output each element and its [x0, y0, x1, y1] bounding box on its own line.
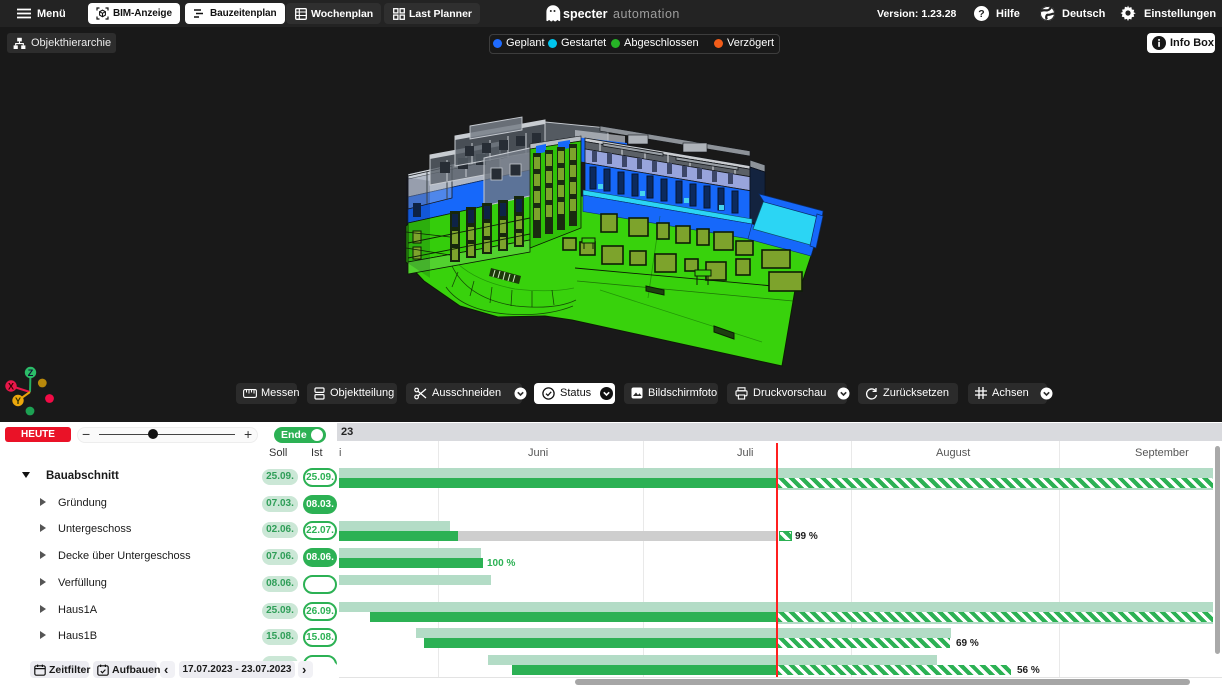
svg-text:X: X: [8, 382, 14, 392]
svg-text:?: ?: [978, 8, 984, 20]
svg-text:Y: Y: [15, 396, 21, 406]
svg-text:Z: Z: [28, 368, 34, 378]
